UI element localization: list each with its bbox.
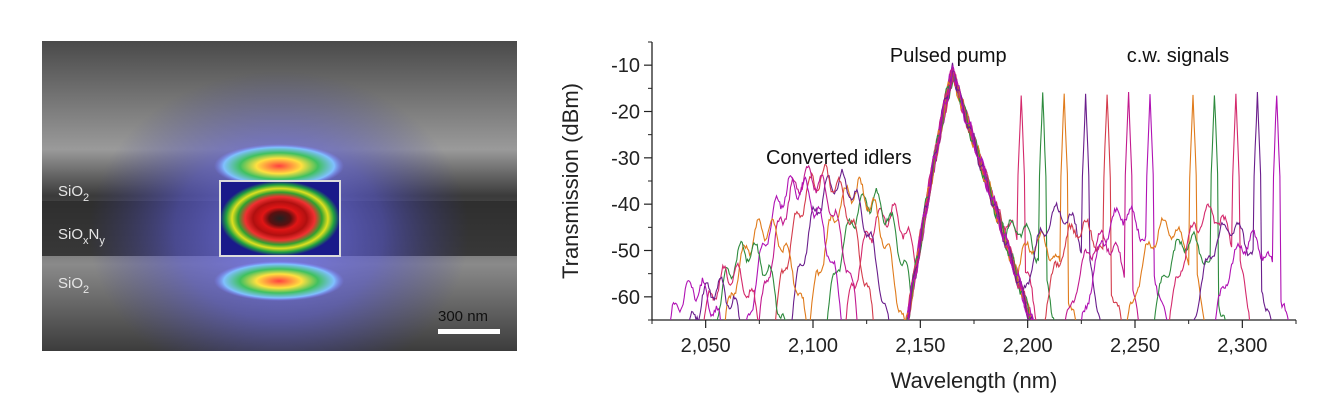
scale-bar <box>438 329 500 334</box>
annotation-label: Pulsed pump <box>890 45 1007 67</box>
spectrum-series-8 <box>724 69 1205 320</box>
x-axis-label: Wavelength (nm) <box>891 368 1058 393</box>
y-tick-label: -30 <box>611 148 640 170</box>
label-sioxny: SiOxNy <box>58 226 105 247</box>
x-tick-label: 2,300 <box>1217 335 1267 357</box>
spectrum-series-11 <box>688 69 1272 320</box>
x-tick-label: 2,050 <box>681 335 731 357</box>
waveguide-core <box>219 180 341 257</box>
mode-upper-lobe <box>214 144 344 188</box>
x-tick-label: 2,150 <box>895 335 945 357</box>
x-tick-label: 2,100 <box>788 335 838 357</box>
transmission-chart: -60 -50 -40 -30 -20 -10 2,050 2,100 2,150 2,200 2,… <box>558 41 1297 393</box>
spectrum-series-4 <box>791 62 1101 320</box>
y-tick-label: -50 <box>611 241 640 263</box>
y-tick-label: -20 <box>611 102 640 124</box>
annotation-label: c.w. signals <box>1127 45 1229 67</box>
y-tick-label: -10 <box>611 55 640 77</box>
annotation-label: Converted idlers <box>766 147 912 169</box>
y-axis-label: Transmission (dBm) <box>558 83 583 279</box>
spectrum-series-12 <box>669 65 1289 320</box>
label-sio2-top: SiO2 <box>58 183 89 204</box>
series-group <box>669 62 1289 320</box>
mode-lower-lobe <box>214 261 344 301</box>
scale-bar-label: 300 nm <box>438 308 488 325</box>
y-tick-label: -40 <box>611 194 640 216</box>
label-sio2-bottom: SiO2 <box>58 275 89 296</box>
waveguide-micrograph: SiO2 SiOxNy SiO2 300 nm <box>42 41 517 351</box>
x-tick-label: 2,250 <box>1110 335 1160 357</box>
y-tick-label: -60 <box>611 287 640 309</box>
x-tick-label: 2,200 <box>1003 335 1053 357</box>
